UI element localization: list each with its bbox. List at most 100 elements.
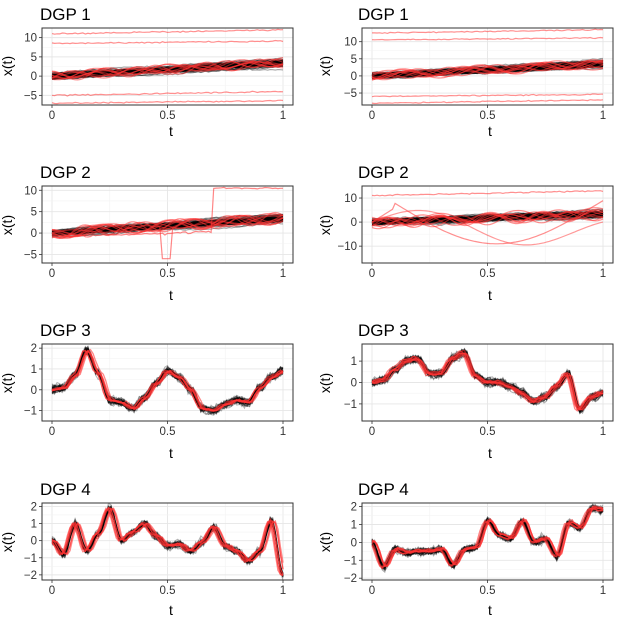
x-tick-label: 0 — [369, 268, 375, 280]
y-axis-label: x(t) — [317, 215, 333, 235]
outlying-curve — [51, 57, 284, 79]
x-tick-label: 0 — [49, 426, 55, 438]
panel-title: DGP 3 — [40, 321, 91, 340]
outlying-curve — [51, 90, 284, 97]
chart-panel-1: 0 0.5 1 10 5 0 −5 DGP 1 t x(t) — [0, 5, 294, 139]
x-tick-label: 1 — [600, 585, 606, 597]
curves — [51, 186, 284, 260]
typical-curve — [372, 508, 604, 572]
curves — [51, 345, 284, 416]
outlying-curve — [371, 190, 604, 197]
y-tick-label: 5 — [31, 207, 37, 219]
outlying-curve — [372, 60, 604, 78]
outlying-curve — [371, 93, 604, 98]
y-tick-label: −5 — [24, 249, 37, 261]
panel-title: DGP 1 — [40, 5, 91, 24]
y-axis-label: x(t) — [0, 373, 15, 393]
outlying-curve — [371, 507, 604, 570]
y-tick-label: −1 — [24, 553, 37, 565]
curves — [51, 28, 284, 105]
outlying-curve — [51, 99, 284, 105]
y-tick-label: 0 — [351, 71, 357, 83]
x-tick-label: 0.5 — [480, 110, 496, 122]
outlying-curve — [371, 352, 604, 411]
outlying-curve — [51, 214, 284, 240]
y-tick-label: 0 — [31, 536, 37, 548]
y-tick-label: 5 — [31, 52, 37, 64]
typical-curve — [371, 212, 604, 223]
y-tick-label: 2 — [31, 501, 37, 513]
y-axis-label: x(t) — [0, 532, 15, 552]
x-tick-label: 1 — [600, 426, 606, 438]
y-axis-label: x(t) — [0, 56, 15, 76]
x-tick-label: 1 — [280, 585, 286, 597]
chart-panel-2: 0 0.5 1 10 5 0 −5 DGP 1 t x(t) — [317, 5, 614, 139]
x-tick-label: 1 — [280, 110, 286, 122]
x-tick-label: 0 — [369, 426, 375, 438]
x-axis-label: t — [488, 602, 492, 618]
y-tick-label: 1 — [31, 364, 37, 376]
panel-title: DGP 1 — [358, 5, 409, 24]
y-tick-label: −10 — [337, 241, 357, 253]
y-axis-label: x(t) — [317, 373, 333, 393]
x-tick-label: 0 — [49, 268, 55, 280]
outlying-curve — [51, 186, 283, 239]
x-tick-label: 0.5 — [160, 110, 176, 122]
y-tick-label: −5 — [24, 90, 37, 102]
y-tick-label: 2 — [31, 343, 37, 355]
outlying-curve — [371, 36, 604, 41]
curves — [371, 28, 604, 105]
outlying-curve — [51, 508, 284, 576]
y-tick-label: −1 — [344, 555, 357, 567]
x-axis-label: t — [169, 602, 173, 618]
x-tick-label: 1 — [280, 268, 286, 280]
outlying-curve — [51, 39, 284, 45]
typical-curve — [371, 61, 604, 77]
panel-title: DGP 2 — [358, 163, 409, 182]
y-tick-label: 1 — [351, 519, 357, 531]
outlying-curve — [51, 217, 284, 260]
outlying-curve — [371, 60, 604, 80]
typical-curve — [51, 222, 284, 238]
typical-curve — [371, 61, 604, 76]
panel-title: DGP 2 — [40, 163, 91, 182]
outlying-curve — [51, 61, 284, 78]
outlying-curve — [371, 349, 604, 409]
outlying-curve — [51, 58, 284, 79]
x-tick-label: 0 — [49, 110, 55, 122]
y-tick-label: 0 — [351, 378, 357, 390]
outlying-curve — [51, 28, 284, 35]
y-tick-label: 10 — [344, 37, 357, 49]
grid-lines — [362, 503, 613, 580]
x-tick-label: 0.5 — [160, 268, 176, 280]
curves — [371, 190, 604, 246]
chart-panel-7: 0 0.5 1 2 1 0 −1 −2 DGP 4 t x(t) — [0, 480, 294, 618]
grid-lines — [42, 344, 293, 421]
x-tick-label: 1 — [600, 110, 606, 122]
y-tick-label: 1 — [351, 356, 357, 368]
y-tick-label: 10 — [24, 33, 37, 45]
outlying-curve — [371, 62, 604, 81]
x-tick-label: 0.5 — [480, 426, 496, 438]
x-axis-label: t — [488, 445, 492, 461]
y-tick-label: 1 — [31, 519, 37, 531]
typical-curve — [51, 353, 284, 413]
outlying-curve — [371, 200, 604, 245]
x-tick-label: 1 — [280, 426, 286, 438]
y-axis-label: x(t) — [317, 56, 333, 76]
x-axis-label: t — [169, 445, 173, 461]
outlying-curve — [371, 99, 604, 105]
x-tick-label: 0 — [369, 585, 375, 597]
panel-title: DGP 4 — [358, 480, 409, 499]
y-tick-label: 10 — [344, 193, 357, 205]
outlying-curve — [51, 349, 284, 412]
y-tick-label: 0 — [31, 228, 37, 240]
y-tick-label: −2 — [344, 573, 357, 585]
y-tick-label: 0 — [31, 71, 37, 83]
y-tick-label: 0 — [31, 385, 37, 397]
grid-lines — [42, 503, 293, 580]
y-tick-label: 0 — [351, 537, 357, 549]
y-axis-label: x(t) — [0, 215, 15, 235]
curves — [371, 503, 604, 574]
typical-curve — [371, 60, 604, 77]
